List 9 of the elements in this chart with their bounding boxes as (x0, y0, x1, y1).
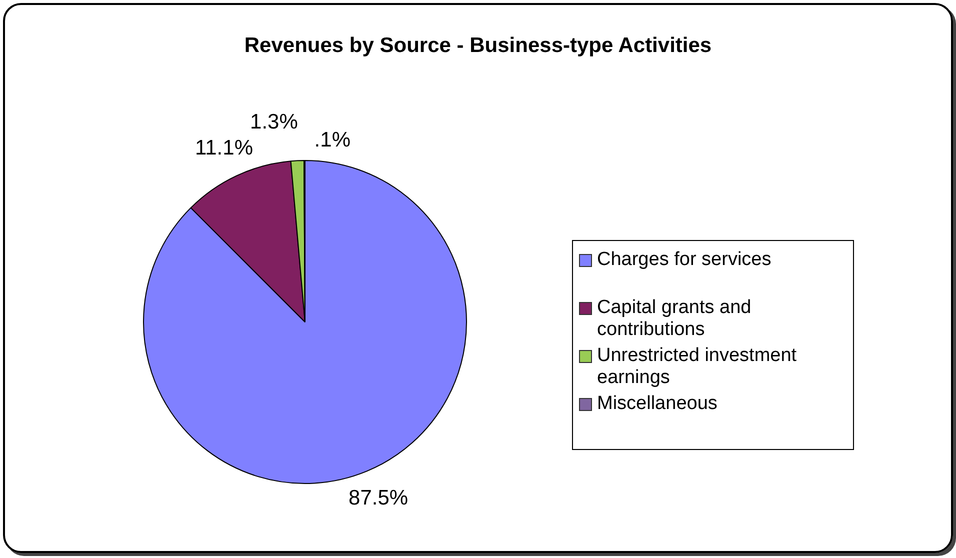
data-label: 1.3% (250, 110, 298, 134)
legend-label: Charges for services (597, 249, 772, 271)
legend-label: Capital grants and contributions (597, 297, 752, 341)
data-label: 11.1% (195, 136, 254, 160)
legend-label: Miscellaneous (597, 393, 718, 415)
legend-label: Unrestricted investment earnings (597, 345, 798, 389)
data-label: 87.5% (348, 486, 408, 510)
data-label: .1% (314, 128, 350, 152)
chart-title: Revenues by Source - Business-type Activities (243, 34, 713, 58)
